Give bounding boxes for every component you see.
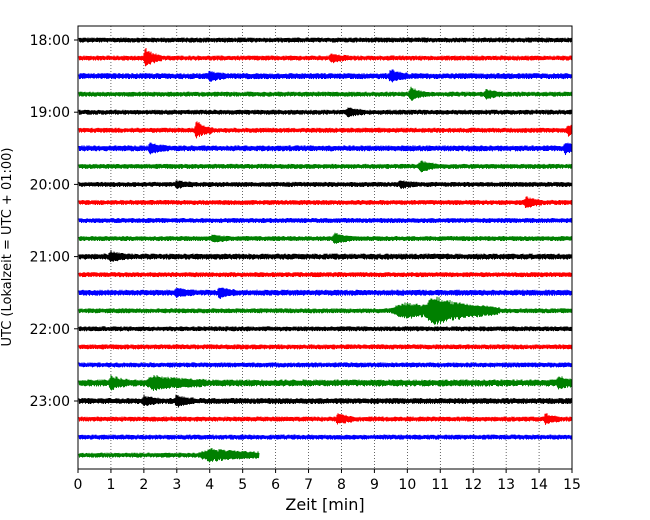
x-tick-label: 9 — [370, 477, 379, 493]
x-tick-label: 15 — [563, 477, 581, 493]
x-tick-label: 14 — [530, 477, 548, 493]
trace-1930 — [78, 142, 573, 156]
x-tick-label: 5 — [238, 477, 247, 493]
x-tick-label: 3 — [172, 477, 181, 493]
x-tick-label: 8 — [337, 477, 346, 493]
y-tick-label: 20:00 — [30, 177, 70, 193]
trace-2215 — [78, 344, 573, 350]
trace-2145 — [78, 296, 573, 325]
x-tick-label: 0 — [74, 477, 83, 493]
x-tick-label: 2 — [139, 477, 148, 493]
trace-1800 — [78, 37, 573, 43]
trace-1815 — [78, 47, 573, 67]
trace-2045 — [78, 232, 573, 244]
trace-2115 — [78, 272, 573, 278]
x-tick-label: 13 — [497, 477, 515, 493]
x-tick-label: 12 — [464, 477, 482, 493]
seismic-traces — [78, 37, 573, 463]
trace-2130 — [78, 287, 573, 299]
x-tick-label: 1 — [106, 477, 115, 493]
trace-2015 — [78, 196, 573, 209]
x-axis-label: Zeit [min] — [285, 495, 364, 514]
y-axis-ticks: 18:00 19:00 20:00 21:00 22:00 23:00 — [30, 33, 78, 410]
trace-2030 — [78, 217, 573, 224]
x-axis-ticks: 0 1 2 3 4 5 6 7 8 9 10 11 12 13 14 15 — [74, 469, 581, 493]
x-tick-label: 7 — [304, 477, 313, 493]
y-tick-label: 18:00 — [30, 33, 70, 49]
plot-frame — [77, 25, 573, 470]
trace-1845 — [78, 86, 573, 101]
y-tick-label: 19:00 — [30, 105, 70, 121]
x-tick-label: 4 — [205, 477, 214, 493]
trace-2100 — [78, 250, 573, 262]
trace-1915 — [78, 121, 573, 139]
trace-1945 — [78, 160, 573, 173]
y-tick-label: 21:00 — [30, 250, 70, 266]
x-tick-label: 10 — [398, 477, 416, 493]
trace-1900 — [78, 107, 573, 118]
trace-2230 — [78, 362, 573, 368]
trace-2330 — [78, 434, 573, 440]
x-tick-label: 6 — [271, 477, 280, 493]
grid-lines — [110, 26, 540, 469]
x-tick-label: 11 — [431, 477, 449, 493]
trace-2345 — [78, 448, 260, 463]
trace-2245 — [78, 375, 573, 391]
y-tick-label: 23:00 — [30, 394, 70, 410]
trace-2000 — [78, 180, 573, 189]
trace-2300 — [78, 394, 573, 408]
y-axis-label: UTC (Lokalzeit = UTC + 01:00) — [0, 148, 15, 347]
trace-2315 — [78, 413, 573, 425]
trace-2200 — [78, 326, 573, 332]
trace-1830 — [78, 69, 573, 83]
y-tick-label: 22:00 — [30, 322, 70, 338]
